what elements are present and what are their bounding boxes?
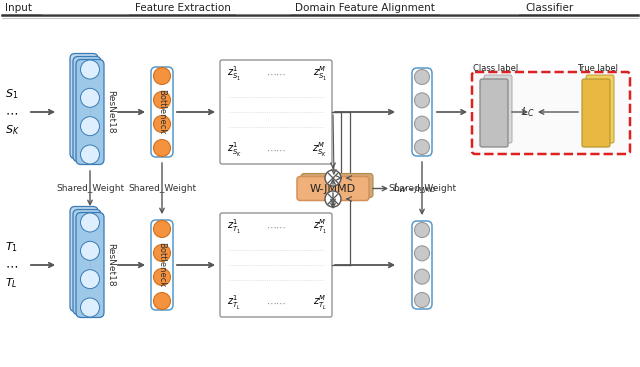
Text: $z_{T_1}^M$: $z_{T_1}^M$ <box>313 218 327 236</box>
Circle shape <box>415 93 429 108</box>
FancyBboxPatch shape <box>70 54 98 159</box>
Circle shape <box>81 60 99 79</box>
Circle shape <box>415 246 429 261</box>
Text: Input: Input <box>5 3 32 13</box>
FancyBboxPatch shape <box>151 220 173 310</box>
Text: $\cdots\cdots$: $\cdots\cdots$ <box>266 222 286 232</box>
Text: ResNet18: ResNet18 <box>106 90 115 134</box>
FancyBboxPatch shape <box>297 177 369 200</box>
Text: $T_L$: $T_L$ <box>5 276 18 290</box>
Circle shape <box>415 269 429 284</box>
FancyBboxPatch shape <box>220 60 332 164</box>
Circle shape <box>154 244 170 262</box>
FancyBboxPatch shape <box>220 213 332 317</box>
Circle shape <box>325 191 341 207</box>
Text: $z_{S_1}^M$: $z_{S_1}^M$ <box>313 65 327 83</box>
Text: Feature Extraction: Feature Extraction <box>135 3 231 13</box>
FancyBboxPatch shape <box>73 57 101 161</box>
Circle shape <box>415 69 429 84</box>
Circle shape <box>81 117 99 136</box>
Text: $S_1$: $S_1$ <box>5 87 19 101</box>
Circle shape <box>154 91 170 109</box>
Circle shape <box>81 145 99 164</box>
Text: Shared_Weight: Shared_Weight <box>56 184 124 193</box>
Text: $z_{S_1}^1$: $z_{S_1}^1$ <box>227 65 241 83</box>
FancyBboxPatch shape <box>151 67 173 157</box>
Circle shape <box>154 139 170 156</box>
FancyBboxPatch shape <box>586 75 614 143</box>
Circle shape <box>81 298 99 317</box>
Circle shape <box>154 292 170 309</box>
Text: Domain Feature Alignment: Domain Feature Alignment <box>295 3 435 13</box>
Text: Classifier: Classifier <box>525 3 573 13</box>
Text: $z_{S_K}^M$: $z_{S_K}^M$ <box>312 141 327 159</box>
Circle shape <box>81 213 99 232</box>
Text: Shared_Weight: Shared_Weight <box>388 184 456 193</box>
Circle shape <box>415 139 429 155</box>
FancyBboxPatch shape <box>412 68 432 156</box>
Circle shape <box>81 241 99 260</box>
Text: $T_1$: $T_1$ <box>5 240 18 254</box>
Text: $z_{T_L}^M$: $z_{T_L}^M$ <box>314 294 327 312</box>
Text: $L_C$: $L_C$ <box>521 105 534 119</box>
Circle shape <box>81 88 99 107</box>
FancyBboxPatch shape <box>484 75 512 143</box>
FancyBboxPatch shape <box>76 59 104 164</box>
Text: $\cdots\cdots$: $\cdots\cdots$ <box>266 145 286 155</box>
FancyBboxPatch shape <box>472 72 630 154</box>
Text: True label: True label <box>577 64 618 73</box>
Text: $z_{S_K}^1$: $z_{S_K}^1$ <box>227 141 242 159</box>
Text: $\cdots$: $\cdots$ <box>5 106 18 120</box>
FancyBboxPatch shape <box>76 212 104 317</box>
Text: $S_K$: $S_K$ <box>5 123 20 137</box>
Text: $z_{T_L}^1$: $z_{T_L}^1$ <box>227 294 241 312</box>
Circle shape <box>154 68 170 84</box>
Circle shape <box>415 116 429 131</box>
Text: ResNet18: ResNet18 <box>106 243 115 287</box>
Text: $\cdots\cdots$: $\cdots\cdots$ <box>266 69 286 79</box>
Text: Bottleneck: Bottleneck <box>157 242 166 288</box>
Text: $L_{W-JMMD}$: $L_{W-JMMD}$ <box>393 181 436 196</box>
Text: $\cdots$: $\cdots$ <box>5 259 18 273</box>
Circle shape <box>415 292 429 308</box>
FancyBboxPatch shape <box>412 221 432 309</box>
FancyBboxPatch shape <box>582 79 610 147</box>
Circle shape <box>81 270 99 289</box>
Circle shape <box>154 221 170 237</box>
Text: W-JMMD: W-JMMD <box>310 184 356 193</box>
Circle shape <box>415 222 429 237</box>
Text: Class label: Class label <box>474 64 518 73</box>
FancyBboxPatch shape <box>480 79 508 147</box>
Circle shape <box>154 116 170 132</box>
Circle shape <box>154 269 170 286</box>
Text: Shared_Weight: Shared_Weight <box>128 184 196 193</box>
FancyBboxPatch shape <box>301 174 373 197</box>
Circle shape <box>325 170 341 186</box>
Text: Bottleneck: Bottleneck <box>157 90 166 135</box>
FancyBboxPatch shape <box>73 210 101 315</box>
FancyBboxPatch shape <box>70 207 98 312</box>
Text: $\cdots\cdots$: $\cdots\cdots$ <box>266 298 286 308</box>
Text: $z_{T_1}^1$: $z_{T_1}^1$ <box>227 218 241 236</box>
